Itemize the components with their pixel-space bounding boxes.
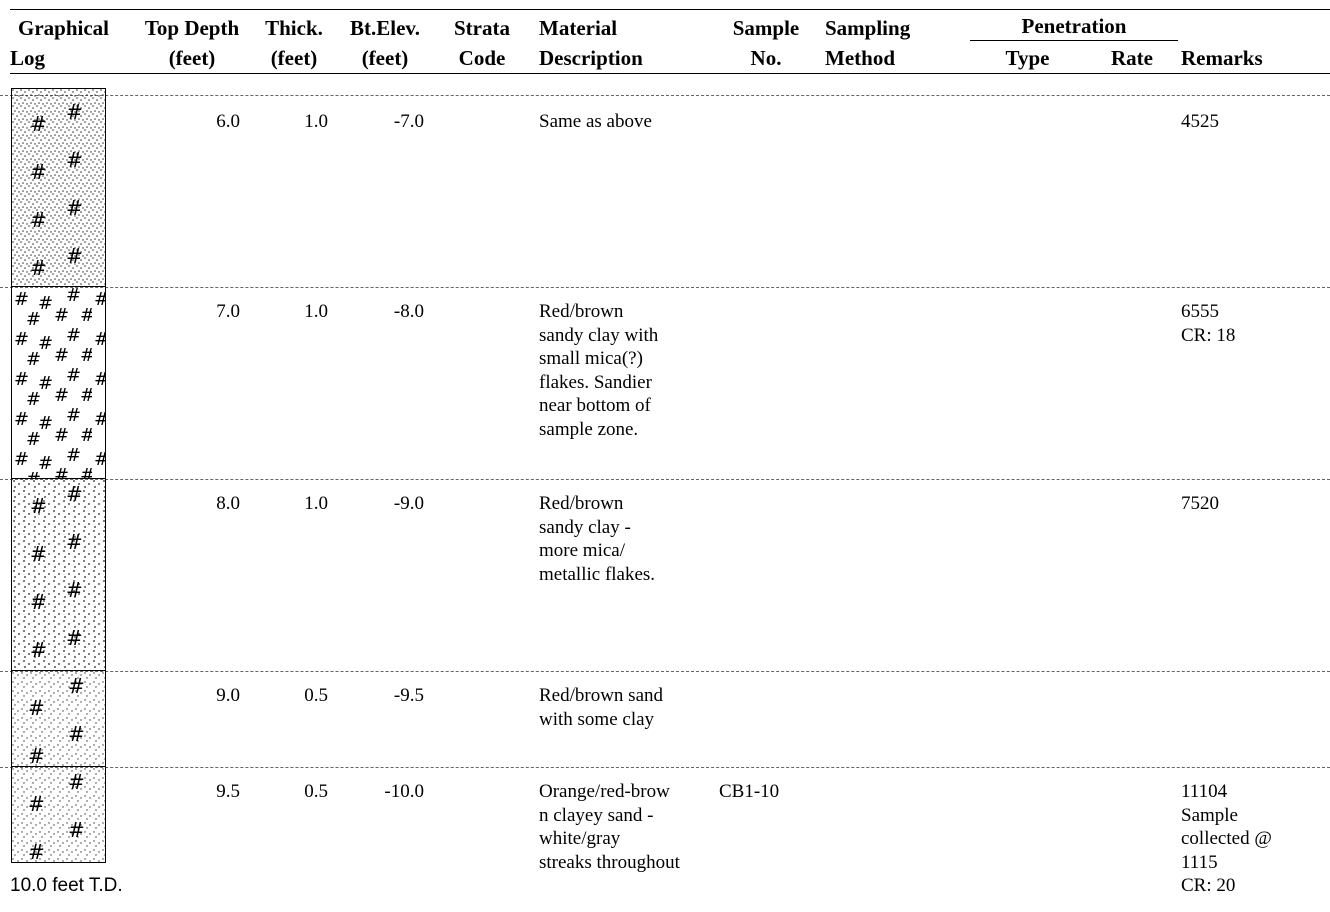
bt-elev-cell: -9.5 xyxy=(393,685,424,706)
header-graphical: Graphical xyxy=(18,16,110,40)
header-penetration: Penetration xyxy=(1021,14,1127,38)
thick-cell: 0.5 xyxy=(304,685,328,706)
log-row-2 xyxy=(11,287,106,479)
bt-elev-cell: -8.0 xyxy=(393,301,424,322)
row-separator xyxy=(0,95,1330,96)
material-description-cell: Red/brown sandy clay with small mica(?) … xyxy=(539,301,659,440)
log-top-cap xyxy=(11,88,106,97)
log-row-4 xyxy=(11,671,106,767)
top-depth-cell: 6.0 xyxy=(216,111,240,132)
bt-elev-cell: -10.0 xyxy=(384,781,424,802)
header-pen-type: Type xyxy=(1005,46,1050,70)
thick-cell: 1.0 xyxy=(304,493,328,514)
row-separator xyxy=(0,479,1330,480)
penetration-sub-rule xyxy=(970,40,1178,41)
thick-cell: 0.5 xyxy=(304,781,328,802)
header-sampling: Sampling xyxy=(825,16,911,40)
header-strata-code: Code xyxy=(458,46,506,70)
bt-elev-cell: -9.0 xyxy=(393,493,424,514)
remarks-cell: 6555 CR: 18 xyxy=(1181,301,1236,346)
header-bt-elev: Bt.Elev. xyxy=(349,16,420,40)
header-method: Method xyxy=(825,46,895,70)
top-depth-cell: 9.5 xyxy=(216,781,240,802)
log-row-5 xyxy=(11,767,106,863)
header-description: Description xyxy=(539,46,643,70)
row-separator xyxy=(0,767,1330,768)
thick-cell: 1.0 xyxy=(304,301,328,322)
header-top-depth-unit: (feet) xyxy=(168,46,216,70)
header-sample: Sample xyxy=(732,16,800,40)
material-description-cell: Red/brown sandy clay - more mica/ metall… xyxy=(539,493,656,585)
top-depth-cell: 9.0 xyxy=(216,685,240,706)
material-description-cell: Same as above xyxy=(539,111,652,132)
header-remarks: Remarks xyxy=(1181,46,1263,70)
header-log: Log xyxy=(10,46,46,70)
material-description-cell: Orange/red-brow n clayey sand - white/gr… xyxy=(539,781,680,873)
remarks-cell: 7520 xyxy=(1181,493,1219,514)
log-row-3 xyxy=(11,479,106,671)
header-thick-unit: (feet) xyxy=(270,46,318,70)
header-bottom-rule xyxy=(10,73,1330,74)
log-row-1 xyxy=(11,97,106,287)
header-material: Material xyxy=(539,16,618,40)
total-depth-label: 10.0 feet T.D. xyxy=(10,875,123,896)
top-depth-cell: 7.0 xyxy=(216,301,240,322)
header-thick: Thick. xyxy=(265,16,323,40)
bt-elev-cell: -7.0 xyxy=(393,111,424,132)
log-cap-pattern xyxy=(12,89,105,97)
remarks-cell: 11104 Sample collected @ 1115 CR: 20 xyxy=(1181,781,1272,896)
sample-no-cell: CB1-10 xyxy=(719,781,780,802)
row-separator xyxy=(0,287,1330,288)
header-sample-no: No. xyxy=(750,46,782,70)
remarks-cell: 4525 xyxy=(1181,111,1219,132)
thick-cell: 1.0 xyxy=(304,111,328,132)
header-bt-elev-unit: (feet) xyxy=(361,46,409,70)
header-top-rule xyxy=(10,9,1330,10)
material-description-cell: Red/brown sand with some clay xyxy=(539,685,664,730)
row-separator xyxy=(0,671,1330,672)
top-depth-cell: 8.0 xyxy=(216,493,240,514)
header-strata: Strata xyxy=(454,16,510,40)
header-pen-rate: Rate xyxy=(1111,46,1153,70)
header-top-depth: Top Depth xyxy=(144,16,240,40)
